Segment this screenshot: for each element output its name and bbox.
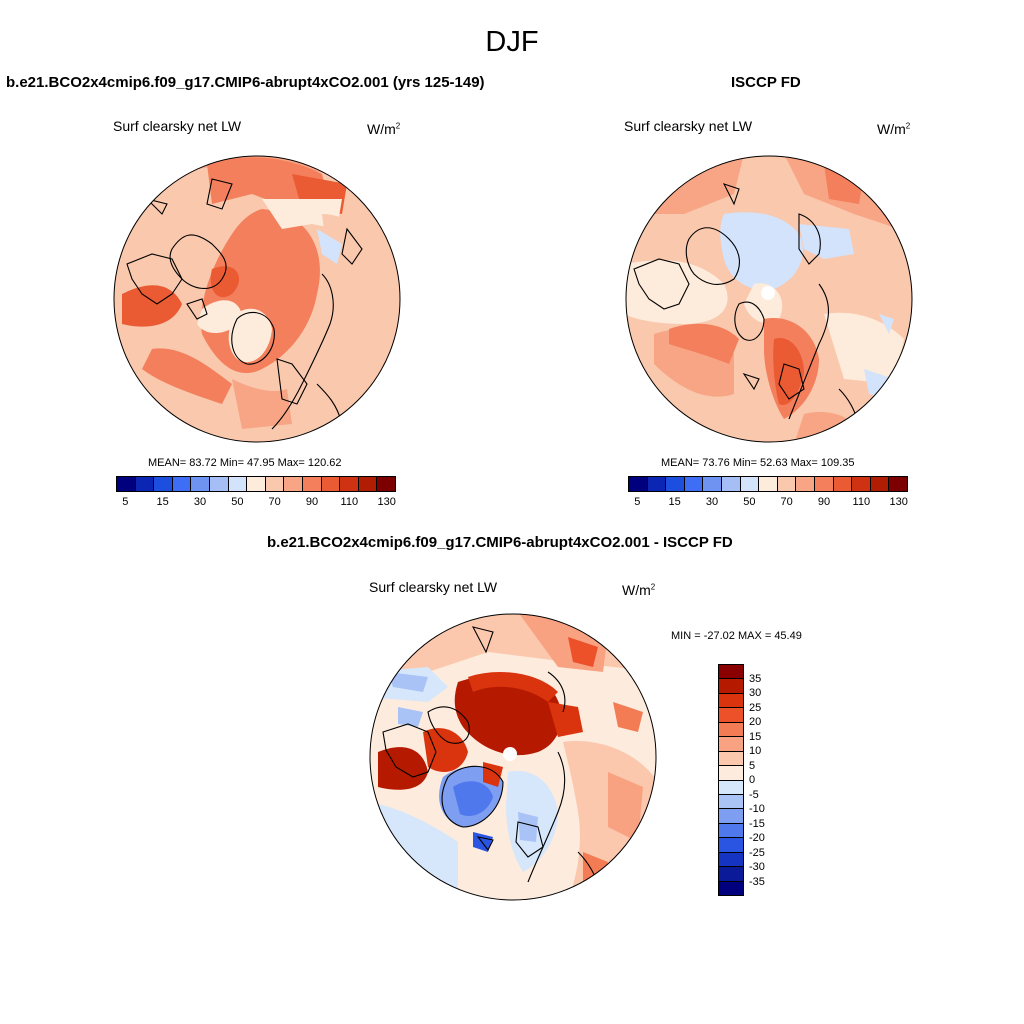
model-polar-map xyxy=(113,155,401,443)
colorbar-swatch xyxy=(833,477,853,491)
colorbar-tick-label: 90 xyxy=(817,496,831,508)
colorbar-tick-label: -35 xyxy=(749,875,765,888)
colorbar-tick-label: 20 xyxy=(749,716,762,728)
colorbar-swatch xyxy=(719,867,743,882)
colorbar-swatch xyxy=(719,751,743,767)
colorbar-swatch xyxy=(340,477,359,491)
colorbar-swatch xyxy=(870,477,890,491)
obs-polar-map xyxy=(625,155,913,443)
colorbar-tick-label: -25 xyxy=(749,846,765,859)
colorbar-swatch xyxy=(889,477,907,491)
model-panel-title: b.e21.BCO2x4cmip6.f09_g17.CMIP6-abrupt4x… xyxy=(6,74,485,91)
colorbar-tick-label: 10 xyxy=(749,745,762,757)
colorbar-tick-label: 5 xyxy=(634,496,641,508)
colorbar-tick-label: -5 xyxy=(749,788,759,801)
colorbar-tick-label: 50 xyxy=(743,496,756,508)
colorbar-swatch xyxy=(719,693,743,709)
colorbar-tick-label: 130 xyxy=(377,496,396,508)
colorbar-swatch xyxy=(647,477,667,491)
colorbar-swatch xyxy=(719,838,743,853)
colorbar-swatch xyxy=(321,477,341,491)
colorbar-tick-label: 50 xyxy=(231,496,244,508)
colorbar-swatch xyxy=(777,477,797,491)
colorbar-swatch xyxy=(684,477,704,491)
colorbar-swatch xyxy=(135,477,155,491)
colorbar-swatch xyxy=(719,780,743,795)
model-colorbar-ticks: 5 15 30 50 70 90 110 130 xyxy=(116,496,396,510)
model-units: W/m2 xyxy=(367,121,401,137)
colorbar-tick-label: -20 xyxy=(749,832,765,844)
colorbar-swatch xyxy=(719,737,743,752)
diff-colorbar xyxy=(718,664,744,896)
colorbar-swatch xyxy=(740,477,760,491)
colorbar-tick-label: 5 xyxy=(122,496,129,508)
colorbar-swatch xyxy=(377,477,395,491)
obs-panel-title: ISCCP FD xyxy=(731,74,801,91)
colorbar-tick-label: 25 xyxy=(749,701,762,714)
colorbar-swatch xyxy=(284,477,303,491)
obs-colorbar xyxy=(628,476,908,492)
colorbar-swatch xyxy=(358,477,378,491)
colorbar-swatch xyxy=(719,852,743,868)
colorbar-swatch xyxy=(209,477,229,491)
colorbar-swatch xyxy=(852,477,871,491)
diff-panel-title: b.e21.BCO2x4cmip6.f09_g17.CMIP6-abrupt4x… xyxy=(267,534,733,551)
colorbar-tick-label: 70 xyxy=(268,496,281,508)
colorbar-tick-label: -30 xyxy=(749,861,765,873)
colorbar-swatch xyxy=(719,766,743,781)
colorbar-tick-label: 30 xyxy=(705,496,719,508)
season-title: DJF xyxy=(485,26,539,58)
colorbar-swatch xyxy=(302,477,322,491)
colorbar-swatch xyxy=(759,477,778,491)
colorbar-swatch xyxy=(719,708,743,723)
colorbar-swatch xyxy=(265,477,285,491)
colorbar-tick-label: 30 xyxy=(749,687,762,699)
diff-stats: MIN = -27.02 MAX = 45.49 xyxy=(671,630,802,642)
colorbar-tick-label: 5 xyxy=(749,759,756,772)
colorbar-tick-label: 15 xyxy=(749,730,762,743)
colorbar-swatch xyxy=(666,477,685,491)
colorbar-tick-label: 15 xyxy=(156,496,169,508)
colorbar-swatch xyxy=(154,477,173,491)
colorbar-tick-label: -10 xyxy=(749,803,765,815)
colorbar-swatch xyxy=(719,722,743,738)
diff-polar-map xyxy=(369,613,657,901)
model-colorbar xyxy=(116,476,396,492)
colorbar-swatch xyxy=(796,477,815,491)
colorbar-tick-label: 110 xyxy=(852,496,871,508)
colorbar-swatch xyxy=(719,665,743,680)
colorbar-swatch xyxy=(629,477,648,491)
colorbar-swatch xyxy=(719,809,743,824)
colorbar-swatch xyxy=(228,477,248,491)
diff-units: W/m2 xyxy=(622,582,656,598)
colorbar-tick-label: 130 xyxy=(889,496,908,508)
colorbar-tick-label: 70 xyxy=(780,496,793,508)
colorbar-swatch xyxy=(721,477,741,491)
model-stats: MEAN= 83.72 Min= 47.95 Max= 120.62 xyxy=(148,457,342,469)
diff-variable-label: Surf clearsky net LW xyxy=(369,579,498,595)
diff-colorbar-ticks: 35 30 25 20 15 10 5 0 -5 -10 -15 -20 -25 -30 -35 xyxy=(749,664,789,894)
colorbar-tick-label: 110 xyxy=(340,496,359,508)
colorbar-tick-label: 90 xyxy=(305,496,319,508)
colorbar-tick-label: 30 xyxy=(193,496,207,508)
obs-stats: MEAN= 73.76 Min= 52.63 Max= 109.35 xyxy=(661,457,855,469)
colorbar-tick-label: 15 xyxy=(668,496,681,508)
colorbar-swatch xyxy=(117,477,136,491)
colorbar-swatch xyxy=(191,477,210,491)
model-variable-label: Surf clearsky net LW xyxy=(113,118,242,134)
colorbar-swatch xyxy=(719,823,743,839)
obs-units: W/m2 xyxy=(877,121,911,137)
colorbar-tick-label: 0 xyxy=(749,774,756,786)
colorbar-swatch xyxy=(172,477,192,491)
colorbar-tick-label: -15 xyxy=(749,817,765,830)
colorbar-swatch xyxy=(247,477,266,491)
colorbar-swatch xyxy=(814,477,834,491)
obs-colorbar-ticks: 5 15 30 50 70 90 110 130 xyxy=(628,496,908,510)
colorbar-swatch xyxy=(719,794,743,810)
colorbar-swatch xyxy=(719,881,743,895)
colorbar-swatch xyxy=(719,679,743,694)
obs-variable-label: Surf clearsky net LW xyxy=(624,118,753,134)
colorbar-swatch xyxy=(703,477,722,491)
colorbar-tick-label: 35 xyxy=(749,672,762,685)
